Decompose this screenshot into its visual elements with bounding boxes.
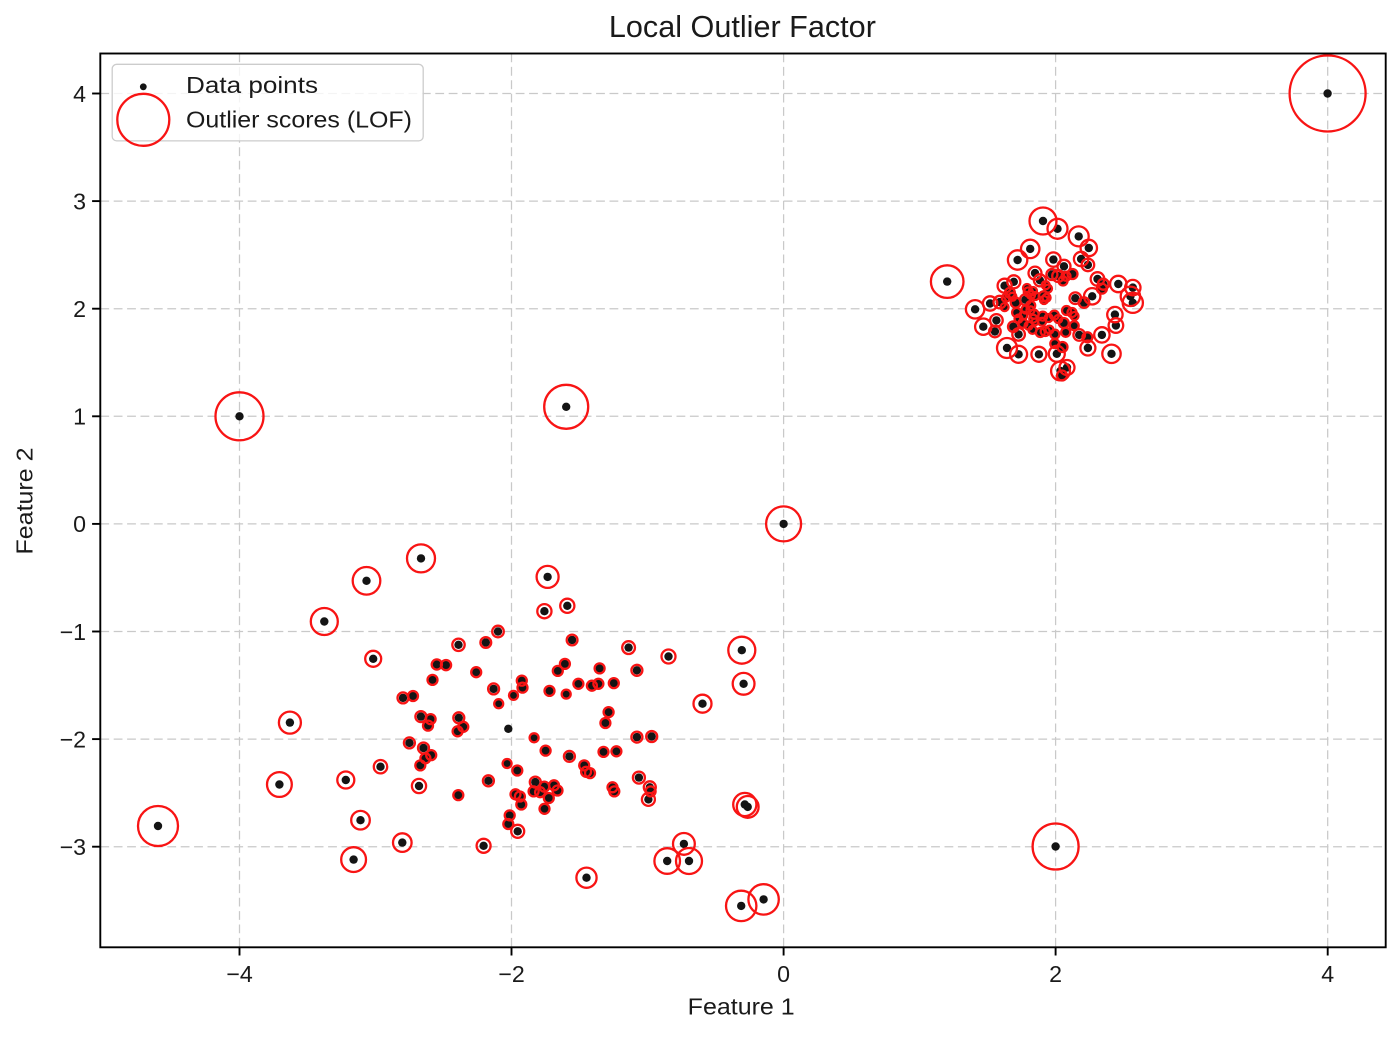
svg-text:Local Outlier Factor: Local Outlier Factor (609, 9, 876, 44)
svg-text:Feature 1: Feature 1 (688, 993, 795, 1019)
svg-text:0: 0 (73, 511, 86, 537)
svg-text:3: 3 (73, 188, 86, 214)
svg-text:−2: −2 (60, 726, 86, 752)
svg-text:−2: −2 (498, 961, 524, 987)
svg-text:0: 0 (777, 961, 790, 987)
svg-text:−1: −1 (60, 619, 86, 645)
svg-text:2: 2 (1049, 961, 1062, 987)
svg-text:1: 1 (73, 404, 86, 430)
svg-text:−3: −3 (60, 834, 86, 860)
svg-text:−4: −4 (226, 961, 253, 987)
svg-text:4: 4 (73, 81, 86, 107)
svg-text:2: 2 (73, 296, 86, 322)
svg-text:Outlier scores (LOF): Outlier scores (LOF) (186, 107, 412, 133)
svg-text:4: 4 (1321, 961, 1334, 987)
svg-text:Feature 2: Feature 2 (12, 448, 38, 555)
svg-text:Data points: Data points (186, 72, 318, 98)
